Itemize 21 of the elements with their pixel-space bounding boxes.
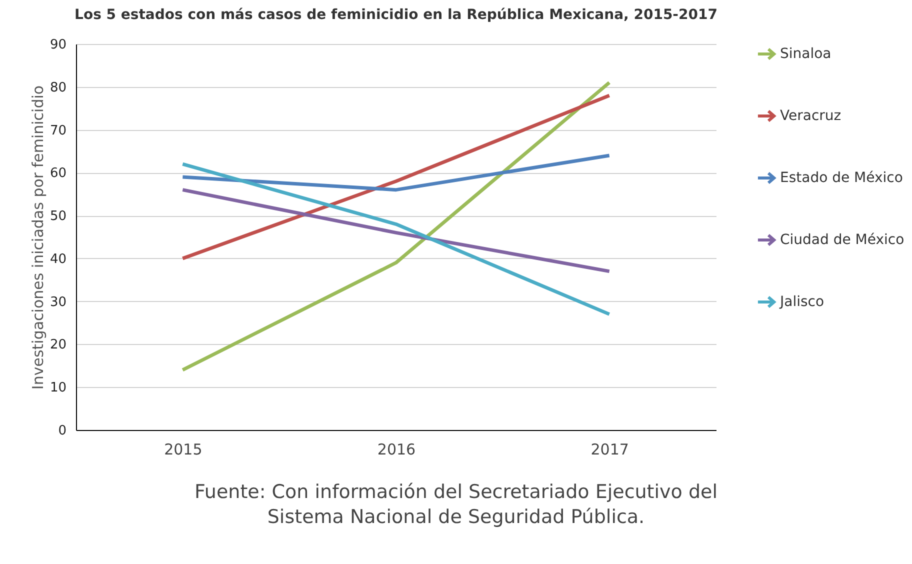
y-tick-label: 70: [50, 123, 66, 138]
source-note: Fuente: Con información del Secretariado Ejecutivo del Sistema Nacional de Seguridad Pública.: [194, 480, 718, 530]
legend-label: Veracruz: [780, 108, 842, 124]
legend-label: Ciudad de México: [780, 232, 904, 248]
x-tick-label: 2016: [377, 440, 416, 458]
legend-label: Sinaloa: [780, 46, 832, 62]
y-tick-label: 60: [50, 166, 66, 182]
legend-label: Estado de México: [780, 170, 903, 186]
y-tick-label: 50: [50, 209, 66, 224]
x-tick-label: 2017: [590, 440, 629, 458]
y-tick-label: 20: [50, 338, 66, 353]
y-tick-label: 30: [50, 294, 66, 310]
y-tick-label: 10: [50, 380, 66, 396]
y-tick-label: 0: [58, 424, 66, 438]
y-axis-title: Investigaciones iniciadas por feminicidio: [28, 85, 47, 390]
y-tick-label: 90: [50, 38, 66, 52]
chart-title: Los 5 estados con más casos de feminicidio en la República Mexicana, 2015-2017: [74, 7, 718, 23]
x-tick-label: 2015: [164, 440, 202, 458]
y-tick-label: 40: [50, 252, 66, 267]
legend-label: Jalisco: [779, 294, 824, 310]
y-tick-label: 80: [50, 80, 66, 96]
